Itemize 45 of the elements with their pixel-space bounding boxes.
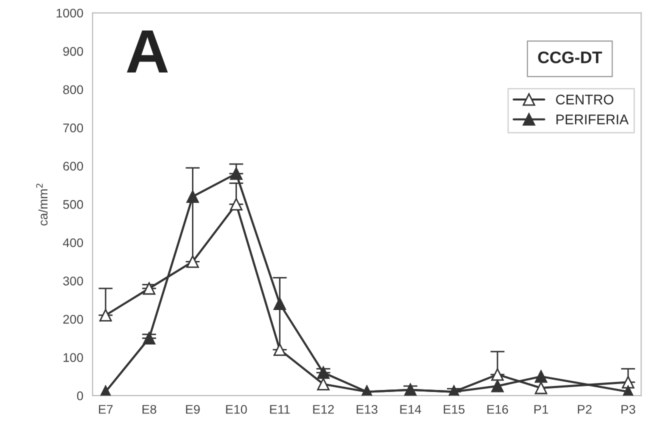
y-tick-label: 1000: [56, 8, 84, 18]
y-tick-label: 200: [63, 314, 84, 324]
chart-title: A: [126, 30, 168, 72]
y-tick-label: 700: [63, 124, 84, 132]
legend-label: PERIFERIA: [556, 114, 629, 124]
point: [142, 282, 156, 295]
x-tick-label: E10: [226, 404, 247, 414]
y-tick-label: 0: [77, 391, 84, 400]
point: [230, 167, 242, 180]
x-tick-label: E16: [487, 404, 508, 414]
x-tick-label: E9: [186, 404, 200, 414]
x-tick-label: E14: [400, 405, 422, 414]
y-tick-label: 300: [63, 276, 84, 286]
x-tick-label: E8: [142, 404, 156, 414]
y-tick-label: 800: [63, 85, 84, 94]
x-tick-label: E11: [270, 405, 290, 414]
point: [186, 190, 199, 203]
x-tick-label: E15: [444, 405, 465, 414]
point: [317, 378, 330, 390]
x-tick-label: E13: [356, 404, 378, 414]
point: [622, 376, 634, 388]
y-axis-title: ca/mm$^{2}$: [36, 184, 48, 226]
point: [186, 255, 199, 268]
x-tick-label: E12: [313, 404, 334, 414]
y-tick-label: 500: [63, 200, 84, 209]
point: [274, 298, 286, 310]
point: [534, 382, 548, 394]
point: [230, 198, 242, 210]
point: [491, 368, 504, 381]
point: [317, 366, 330, 379]
legend-label: CENTRO: [556, 94, 614, 104]
point: [534, 370, 548, 383]
x-tick-label: P3: [621, 404, 636, 414]
y-tick-label: 900: [63, 46, 84, 56]
x-tick-label: E7: [98, 405, 113, 414]
x-tick-label: P1: [534, 405, 548, 414]
point: [274, 343, 286, 356]
x-tick-label: P2: [578, 404, 592, 414]
y-tick-label: 400: [62, 238, 84, 248]
point: [491, 380, 504, 392]
y-tick-label: 100: [64, 353, 84, 362]
y-tick-label: 600: [63, 162, 84, 171]
annotation: CCG-DT: [538, 51, 602, 64]
point: [142, 332, 156, 344]
point: [99, 308, 112, 322]
